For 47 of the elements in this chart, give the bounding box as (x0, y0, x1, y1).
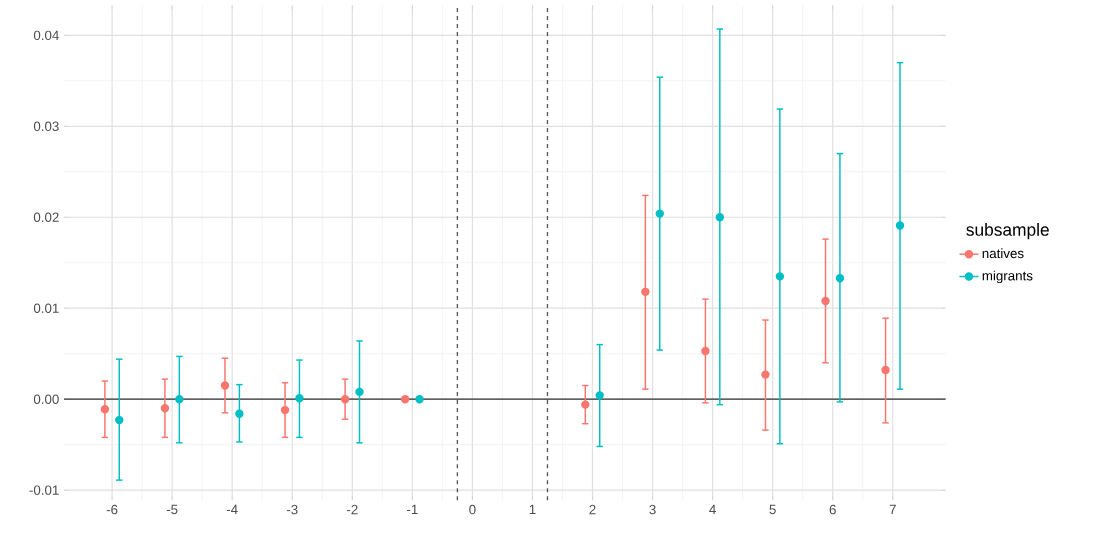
point (400, 395, 410, 404)
point (175, 395, 184, 404)
x-tick-label: 6 (829, 504, 836, 515)
y-tick-label: 0.00 (33, 394, 59, 404)
point (235, 409, 244, 419)
x-tick-label: 5 (769, 504, 776, 515)
y-tick-label: 0.04 (33, 30, 59, 41)
point (100, 405, 110, 414)
point (641, 287, 650, 297)
point (881, 365, 890, 375)
legend-label: migrants (982, 270, 1033, 284)
point (595, 391, 604, 400)
y-tick-label: -0.01 (29, 485, 59, 495)
x-tick-label: -5 (166, 504, 178, 515)
x-tick-label: 4 (709, 504, 716, 515)
point (655, 209, 664, 218)
y-tick-label: 0.02 (33, 212, 59, 223)
point (220, 381, 230, 390)
point (835, 274, 845, 283)
point (160, 404, 170, 413)
x-tick-label: 0 (469, 504, 476, 515)
x-tick-label: 3 (649, 504, 656, 515)
point (415, 395, 424, 404)
point (821, 296, 830, 306)
y-tick-label: 0.01 (33, 303, 59, 314)
x-tick-label: -6 (106, 504, 118, 515)
point (581, 400, 590, 409)
legend-label: natives (982, 248, 1024, 259)
x-tick-label: -3 (286, 504, 298, 515)
point (715, 213, 725, 222)
legend-title: subsample (966, 223, 1049, 240)
point (340, 395, 350, 404)
point (761, 370, 770, 379)
x-tick-label: -2 (346, 504, 358, 515)
point (115, 415, 124, 425)
point (775, 272, 785, 281)
point (295, 394, 304, 403)
x-tick-label: 2 (589, 504, 596, 515)
x-tick-label: 7 (889, 504, 896, 515)
x-tick-label: 1 (529, 504, 536, 515)
point (355, 387, 364, 397)
point (895, 221, 905, 230)
point (701, 346, 710, 356)
y-tick-label: 0.03 (33, 121, 59, 132)
x-tick-label: -1 (407, 504, 418, 515)
point (280, 405, 290, 415)
x-tick-label: -4 (226, 504, 238, 515)
